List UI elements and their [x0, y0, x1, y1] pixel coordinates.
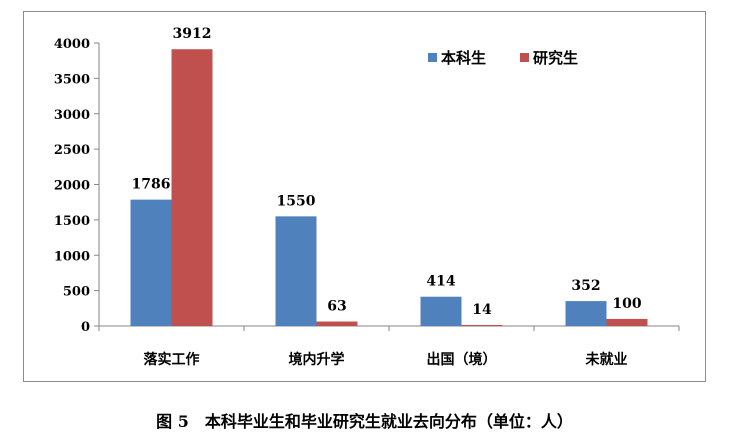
chart-frame: 0 500 1000 1500 2000 2500 3000 3500 4000 落实工作 1786… — [23, 11, 706, 382]
y-tick-label: 3000 — [54, 108, 90, 123]
data-label: 3912 — [173, 26, 212, 42]
y-tick-label: 2500 — [54, 143, 90, 158]
bar-graduate — [606, 318, 648, 326]
y-tick-label: 3500 — [54, 72, 90, 87]
bar-undergrad — [275, 216, 317, 326]
data-label: 352 — [571, 278, 600, 294]
y-tick-label: 2000 — [54, 179, 90, 194]
legend-swatch — [520, 53, 529, 62]
bar-graduate — [461, 325, 503, 326]
y-tick-label: 1000 — [54, 249, 90, 264]
y-tick-label: 0 — [81, 320, 90, 335]
data-label: 63 — [327, 299, 346, 315]
x-category-label: 出国（境） — [427, 351, 497, 368]
bar-chart: 0 500 1000 1500 2000 2500 3000 3500 4000 落实工作 1786… — [54, 26, 680, 368]
legend-label: 本科生 — [441, 49, 486, 67]
legend-label: 研究生 — [533, 49, 578, 67]
data-label: 14 — [472, 302, 492, 318]
data-label: 1786 — [132, 177, 171, 193]
y-tick-label: 1500 — [54, 214, 90, 229]
legend-swatch — [428, 53, 437, 62]
bar-undergrad — [130, 199, 172, 326]
x-category-label: 境内升学 — [289, 351, 345, 368]
bar-undergrad — [565, 301, 607, 326]
data-label: 414 — [426, 274, 455, 290]
y-tick-label: 500 — [63, 285, 90, 300]
y-tick-label: 4000 — [54, 37, 90, 52]
figure-caption: 图 5 本科毕业生和毕业研究生就业去向分布（单位：人） — [156, 412, 573, 431]
bar-graduate — [316, 321, 358, 326]
data-label: 1550 — [277, 193, 316, 209]
bar-undergrad — [420, 296, 462, 326]
x-category-label: 未就业 — [586, 351, 628, 368]
bar-graduate — [171, 49, 213, 326]
x-category-label: 落实工作 — [144, 351, 200, 368]
data-label: 100 — [612, 296, 641, 312]
